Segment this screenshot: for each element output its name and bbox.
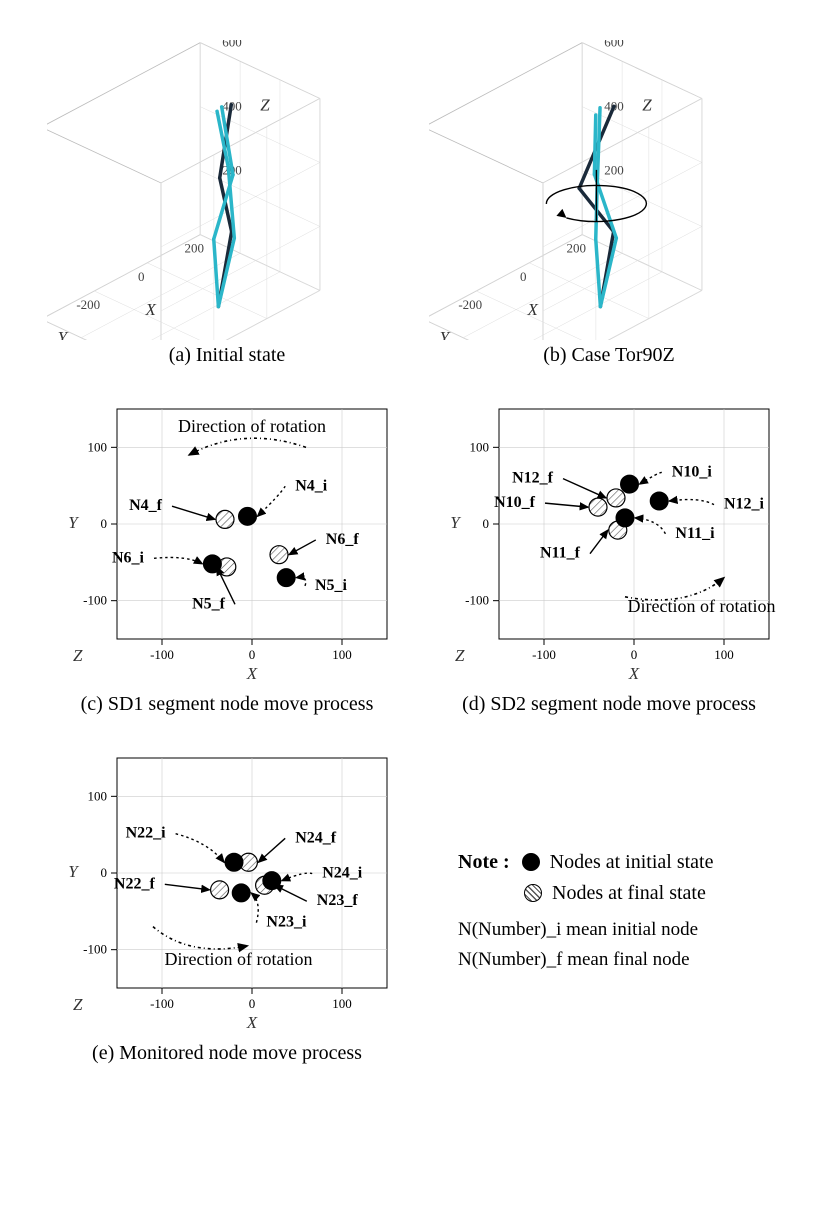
svg-text:N4_i: N4_i [295,477,328,494]
svg-text:N6_i: N6_i [112,549,145,566]
svg-text:0: 0 [249,996,256,1011]
svg-text:X: X [246,1013,258,1032]
plot-monitored: -100 0 100 -100 0 100 X Y Z Direction of rotation… [47,738,407,1038]
svg-text:Y: Y [450,513,461,532]
svg-text:0: 0 [520,269,527,284]
svg-text:Y: Y [68,513,79,532]
svg-text:-100: -100 [465,593,489,608]
svg-text:0: 0 [138,269,145,284]
legend-final: Nodes at final state [458,882,796,905]
legend-naming-f: N(Number)_f mean final node [458,949,796,971]
svg-text:Z: Z [642,96,652,115]
svg-text:100: 100 [332,996,352,1011]
panel-d: -100 0 100 -100 0 100 X Y Z Direction of rotation… [422,389,796,734]
svg-text:100: 100 [332,647,352,662]
svg-text:N10_i: N10_i [672,463,713,480]
svg-text:N22_f: N22_f [114,875,156,892]
svg-text:-200: -200 [458,297,482,312]
svg-text:Z: Z [260,96,270,115]
svg-text:Direction of rotation: Direction of rotation [628,596,776,616]
solid-dot-icon [522,853,540,871]
svg-text:600: 600 [222,40,242,50]
svg-text:100: 100 [88,788,108,803]
legend-initial-text: Nodes at initial state [550,851,714,874]
svg-text:N23_f: N23_f [317,892,359,909]
cube-rotated: 200400600Z-400-2000200X-2000200400Y [429,40,789,340]
svg-text:N4_f: N4_f [129,497,163,514]
svg-text:0: 0 [101,865,108,880]
caption-a: (a) Initial state [169,344,286,367]
svg-text:0: 0 [101,516,108,531]
svg-text:200: 200 [604,163,624,178]
panel-c: -100 0 100 -100 0 100 X Y Z Direction of rotation… [40,389,414,734]
legend-initial: Note : Nodes at initial state [458,851,796,874]
svg-text:X: X [145,300,157,319]
caption-c: (c) SD1 segment node move process [81,693,374,716]
plot-sd1: -100 0 100 -100 0 100 X Y Z Direction of rotation… [47,389,407,689]
svg-text:N24_i: N24_i [322,865,363,882]
svg-text:0: 0 [631,647,638,662]
legend: Note : Nodes at initial state Nodes at f… [422,738,796,1083]
svg-text:N5_i: N5_i [315,577,348,594]
svg-text:X: X [527,300,539,319]
svg-text:N23_i: N23_i [266,914,307,931]
svg-text:-100: -100 [532,647,556,662]
svg-text:0: 0 [483,516,490,531]
hatched-dot-icon [524,884,542,902]
legend-final-text: Nodes at final state [552,882,706,905]
svg-text:N10_f: N10_f [494,494,536,511]
svg-text:Z: Z [455,646,465,665]
svg-text:N11_f: N11_f [540,545,581,562]
panel-a: 200400600Z-400-2000200X-2000200400Y (a) … [40,40,414,385]
svg-text:N5_f: N5_f [192,595,226,612]
svg-text:Z: Z [73,995,83,1014]
svg-text:-200: -200 [76,297,100,312]
svg-text:100: 100 [470,439,490,454]
svg-text:-100: -100 [83,942,107,957]
legend-note-label: Note : [458,851,510,874]
svg-text:-100: -100 [150,647,174,662]
svg-text:Direction of rotation: Direction of rotation [165,949,313,969]
svg-text:Direction of rotation: Direction of rotation [178,416,326,436]
svg-text:N22_i: N22_i [126,825,167,842]
svg-text:N11_i: N11_i [675,525,715,542]
svg-text:600: 600 [604,40,624,50]
svg-text:N24_f: N24_f [295,829,337,846]
svg-text:Y: Y [58,328,69,340]
panel-e: -100 0 100 -100 0 100 X Y Z Direction of rotation… [40,738,414,1083]
svg-text:-100: -100 [150,996,174,1011]
svg-text:Y: Y [440,328,451,340]
svg-text:X: X [246,664,258,683]
legend-naming-i: N(Number)_i mean initial node [458,919,796,941]
svg-text:200: 200 [184,241,204,256]
svg-text:N12_i: N12_i [724,496,765,513]
svg-text:-100: -100 [83,593,107,608]
caption-b: (b) Case Tor90Z [543,344,675,367]
svg-text:N6_f: N6_f [326,531,360,548]
svg-text:0: 0 [249,647,256,662]
svg-text:100: 100 [88,439,108,454]
svg-text:Y: Y [68,862,79,881]
svg-text:100: 100 [714,647,734,662]
svg-text:X: X [628,664,640,683]
caption-e: (e) Monitored node move process [92,1042,362,1065]
svg-text:N12_f: N12_f [512,470,554,487]
svg-text:200: 200 [566,241,586,256]
caption-d: (d) SD2 segment node move process [462,693,756,716]
cube-initial: 200400600Z-400-2000200X-2000200400Y [47,40,407,340]
plot-sd2: -100 0 100 -100 0 100 X Y Z Direction of rotation… [429,389,789,689]
svg-text:Z: Z [73,646,83,665]
panel-b: 200400600Z-400-2000200X-2000200400Y (b) … [422,40,796,385]
